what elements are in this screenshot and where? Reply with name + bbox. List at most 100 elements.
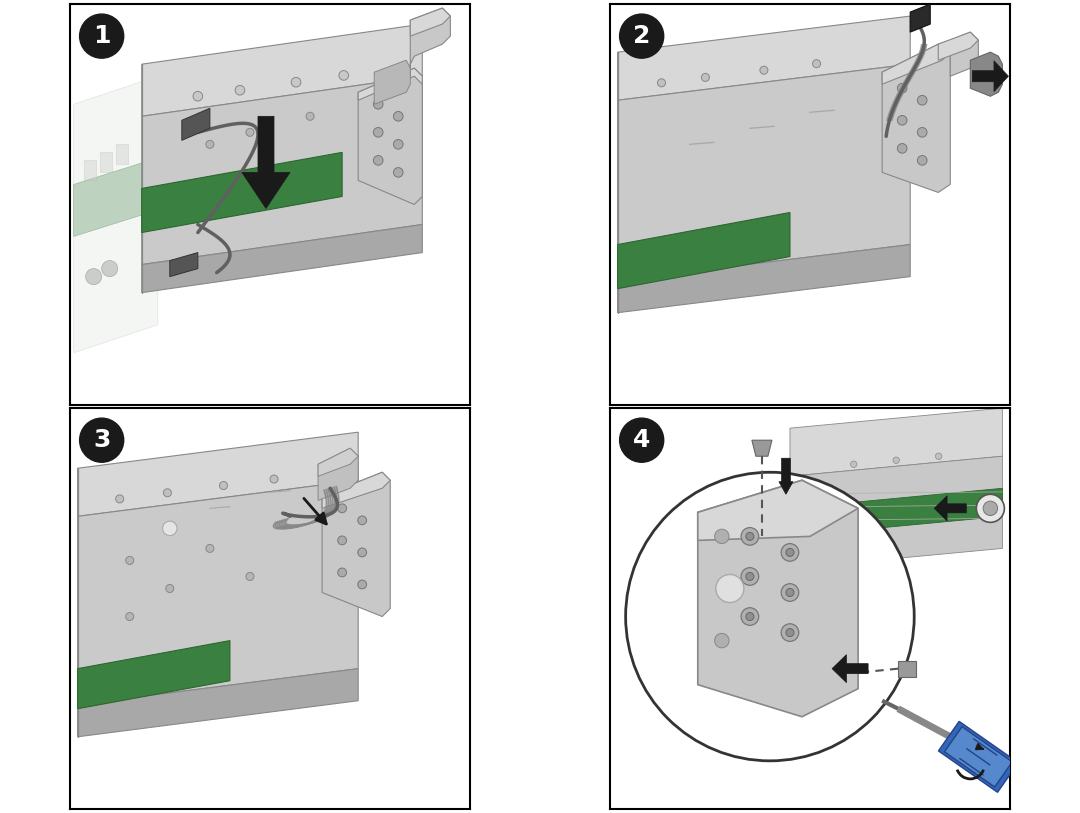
Circle shape xyxy=(897,115,907,125)
Circle shape xyxy=(917,155,927,165)
Polygon shape xyxy=(322,472,390,616)
Polygon shape xyxy=(359,68,422,100)
Circle shape xyxy=(116,495,124,503)
Circle shape xyxy=(746,533,754,541)
Polygon shape xyxy=(939,33,978,60)
Polygon shape xyxy=(141,76,422,264)
Circle shape xyxy=(125,612,134,620)
Polygon shape xyxy=(832,654,868,683)
Circle shape xyxy=(786,549,794,556)
Polygon shape xyxy=(319,448,359,476)
Polygon shape xyxy=(359,68,422,205)
Circle shape xyxy=(80,14,124,59)
Circle shape xyxy=(715,633,729,648)
Polygon shape xyxy=(410,8,450,76)
Polygon shape xyxy=(752,440,772,456)
Circle shape xyxy=(716,575,744,602)
Polygon shape xyxy=(882,44,950,193)
Circle shape xyxy=(219,481,228,489)
Circle shape xyxy=(338,504,347,513)
Circle shape xyxy=(786,589,794,597)
Polygon shape xyxy=(242,116,291,208)
Polygon shape xyxy=(698,480,859,717)
Polygon shape xyxy=(789,456,1002,568)
Text: 4: 4 xyxy=(633,428,650,452)
Polygon shape xyxy=(910,4,930,33)
Polygon shape xyxy=(78,641,230,709)
Polygon shape xyxy=(972,61,1009,92)
Polygon shape xyxy=(779,459,793,494)
Circle shape xyxy=(270,475,278,483)
Polygon shape xyxy=(939,33,978,76)
Circle shape xyxy=(897,84,907,93)
Circle shape xyxy=(206,545,214,552)
Polygon shape xyxy=(141,24,422,116)
Circle shape xyxy=(935,453,942,459)
Circle shape xyxy=(897,144,907,153)
Circle shape xyxy=(917,128,927,137)
Circle shape xyxy=(306,112,314,120)
Polygon shape xyxy=(99,152,111,172)
Polygon shape xyxy=(618,212,789,289)
Circle shape xyxy=(812,59,821,67)
Polygon shape xyxy=(934,496,967,521)
Polygon shape xyxy=(618,16,910,100)
Polygon shape xyxy=(116,145,127,164)
Circle shape xyxy=(374,128,383,137)
Circle shape xyxy=(357,580,366,589)
Text: 3: 3 xyxy=(93,428,110,452)
Circle shape xyxy=(338,568,347,577)
Polygon shape xyxy=(78,668,359,737)
Circle shape xyxy=(206,141,214,148)
Circle shape xyxy=(374,99,383,109)
Circle shape xyxy=(781,624,799,641)
Circle shape xyxy=(85,268,102,285)
Polygon shape xyxy=(410,8,450,36)
Polygon shape xyxy=(141,152,342,233)
Circle shape xyxy=(786,628,794,637)
Circle shape xyxy=(625,472,914,761)
Polygon shape xyxy=(698,480,859,541)
Polygon shape xyxy=(882,44,950,85)
Polygon shape xyxy=(618,245,910,313)
Polygon shape xyxy=(181,108,210,141)
Circle shape xyxy=(983,501,998,515)
Circle shape xyxy=(102,261,118,276)
Polygon shape xyxy=(170,253,198,276)
Circle shape xyxy=(393,167,403,177)
Polygon shape xyxy=(944,727,1012,787)
Polygon shape xyxy=(78,480,359,705)
Circle shape xyxy=(781,544,799,561)
Polygon shape xyxy=(899,661,916,676)
Circle shape xyxy=(746,612,754,620)
Polygon shape xyxy=(374,60,410,104)
Circle shape xyxy=(620,14,664,59)
Circle shape xyxy=(781,584,799,602)
Circle shape xyxy=(917,95,927,105)
Circle shape xyxy=(701,73,710,81)
Circle shape xyxy=(193,91,203,101)
Circle shape xyxy=(357,516,366,524)
Circle shape xyxy=(339,71,349,80)
Polygon shape xyxy=(141,224,422,293)
Circle shape xyxy=(393,140,403,149)
Circle shape xyxy=(620,418,664,463)
Circle shape xyxy=(746,572,754,580)
Polygon shape xyxy=(789,408,1002,476)
Text: 1: 1 xyxy=(93,24,110,48)
Polygon shape xyxy=(83,160,96,180)
Circle shape xyxy=(760,66,768,74)
Circle shape xyxy=(163,521,177,536)
Circle shape xyxy=(292,77,301,87)
Polygon shape xyxy=(618,64,910,280)
Circle shape xyxy=(850,461,856,467)
Circle shape xyxy=(246,572,254,580)
Circle shape xyxy=(80,418,124,463)
Circle shape xyxy=(163,489,172,497)
Circle shape xyxy=(357,548,366,557)
Text: 2: 2 xyxy=(633,24,650,48)
Polygon shape xyxy=(73,76,158,353)
Circle shape xyxy=(246,128,254,137)
Circle shape xyxy=(235,85,245,95)
Polygon shape xyxy=(970,52,1002,96)
